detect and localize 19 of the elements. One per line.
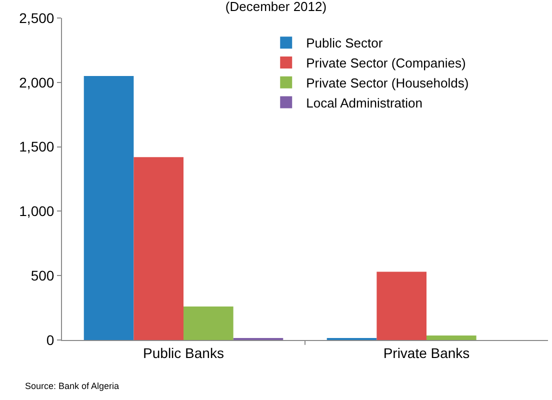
- legend-label: Public Sector: [306, 36, 384, 51]
- y-tick-label: 1,500: [19, 138, 54, 155]
- y-tick-label: 2,500: [19, 10, 54, 26]
- legend-label: Private Sector (Households): [306, 75, 469, 90]
- y-tick-label: 1,000: [19, 203, 54, 220]
- legend-label: Local Administration: [306, 95, 422, 110]
- x-tick-label: Public Banks: [143, 344, 224, 361]
- bar: [376, 272, 426, 340]
- bar: [134, 157, 184, 340]
- bar: [426, 335, 476, 340]
- x-tick-label: Private Banks: [383, 344, 470, 361]
- legend-label: Private Sector (Companies): [306, 56, 466, 71]
- y-tick-label: 2,000: [19, 74, 54, 90]
- chart-title: (December 2012): [225, 0, 327, 14]
- y-tick-label: 0: [46, 332, 54, 348]
- y-tick-label: 500: [30, 268, 54, 284]
- bar: [184, 306, 234, 340]
- bar: [84, 76, 134, 340]
- source-note: Source: Bank of Algeria: [25, 381, 120, 391]
